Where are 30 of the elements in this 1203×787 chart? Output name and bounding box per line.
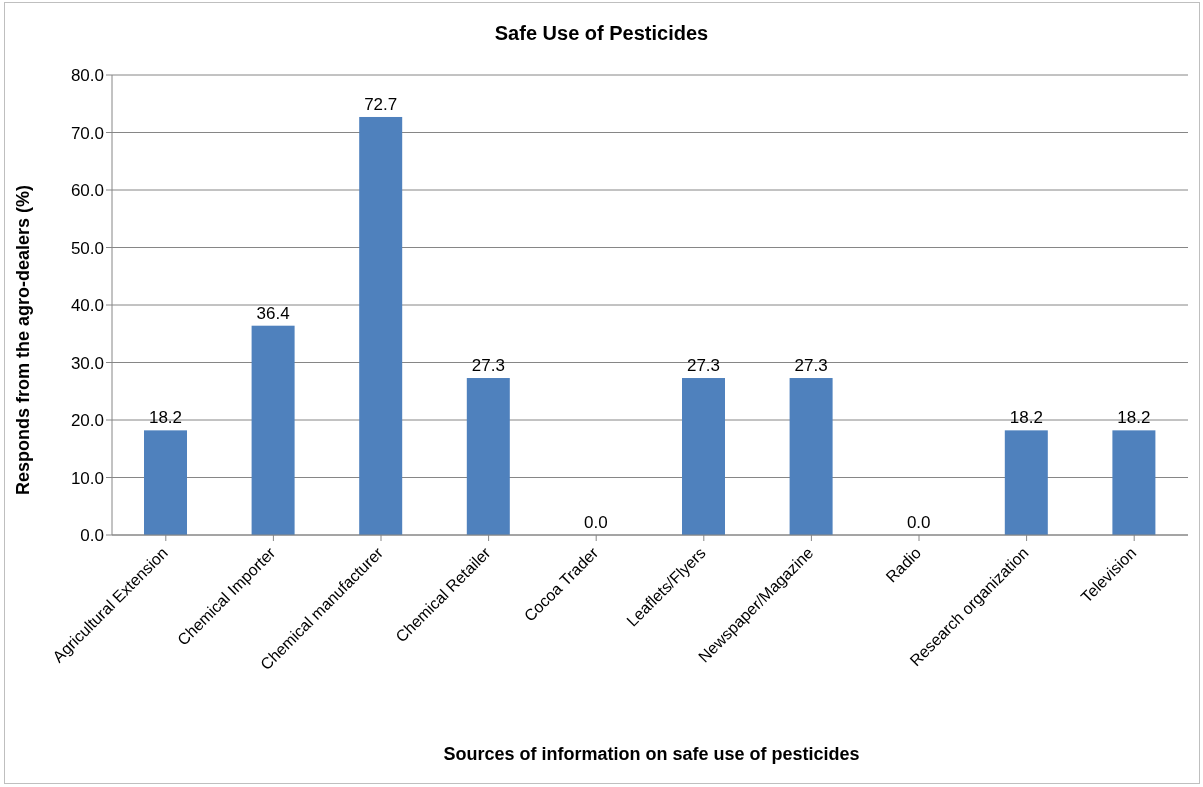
data-label: 0.0 (584, 513, 608, 532)
data-label: 27.3 (471, 356, 505, 376)
y-tick-label: 40.0 (70, 296, 104, 316)
y-axis-title: Responds from the agro-dealers (%) (13, 184, 34, 495)
bar (1004, 430, 1048, 535)
data-label: 0.0 (906, 513, 931, 532)
bar (1112, 430, 1156, 535)
bar (359, 116, 403, 535)
y-tick-label: 0.0 (80, 526, 104, 546)
bar (789, 378, 833, 535)
bar (466, 378, 510, 535)
bar (682, 378, 725, 535)
data-label: 18.2 (1009, 408, 1043, 428)
x-axis-title: Sources of information on safe use of pesticides (442, 744, 861, 765)
data-label: 27.3 (794, 356, 828, 376)
y-tick-label: 10.0 (70, 468, 104, 488)
chart-title: Safe Use of Pesticides (493, 22, 710, 45)
data-label: 27.3 (686, 356, 721, 376)
data-label: 72.7 (364, 94, 398, 114)
y-tick-label: 30.0 (70, 353, 104, 373)
y-tick-label: 60.0 (70, 181, 104, 201)
y-tick-label: 70.0 (70, 123, 104, 143)
bar (144, 430, 187, 535)
data-label: 18.2 (148, 408, 183, 428)
y-tick-label: 20.0 (70, 411, 104, 431)
bar (251, 325, 295, 535)
data-label: 36.4 (256, 303, 290, 323)
data-label: 18.2 (1117, 408, 1151, 428)
y-tick-label: 50.0 (70, 238, 104, 258)
y-tick-label: 80.0 (70, 66, 104, 86)
